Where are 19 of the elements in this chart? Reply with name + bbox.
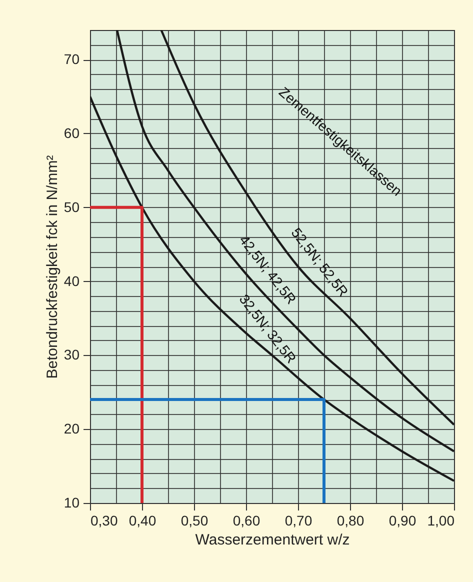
x-tick-label: 0,80 bbox=[336, 512, 364, 528]
line-series bbox=[116, 30, 454, 452]
x-tick-label: 0,30 bbox=[90, 512, 118, 528]
y-tick-label: 70 bbox=[64, 51, 80, 68]
y-tick-label: 30 bbox=[64, 346, 80, 363]
x-tick-label: 0,90 bbox=[388, 512, 416, 528]
y-axis-title: Betondruckfestigkeit fck in N/mm² bbox=[44, 155, 61, 379]
y-tick-label: 50 bbox=[64, 198, 80, 215]
x-tick-label: 0,40 bbox=[128, 512, 156, 528]
y-tick-label: 40 bbox=[64, 272, 80, 289]
y-tick-label: 60 bbox=[64, 124, 80, 141]
x-tick-label: 0,70 bbox=[284, 512, 312, 528]
x-tick-label: 0,50 bbox=[180, 512, 208, 528]
y-tick-label: 10 bbox=[64, 494, 80, 510]
line-series bbox=[160, 30, 454, 426]
x-tick-label: 1,00 bbox=[427, 512, 455, 528]
x-axis-title: Wasserzementwert w/z bbox=[195, 532, 350, 548]
x-tick-label: 0,60 bbox=[232, 512, 260, 528]
y-tick-label: 20 bbox=[64, 420, 80, 437]
